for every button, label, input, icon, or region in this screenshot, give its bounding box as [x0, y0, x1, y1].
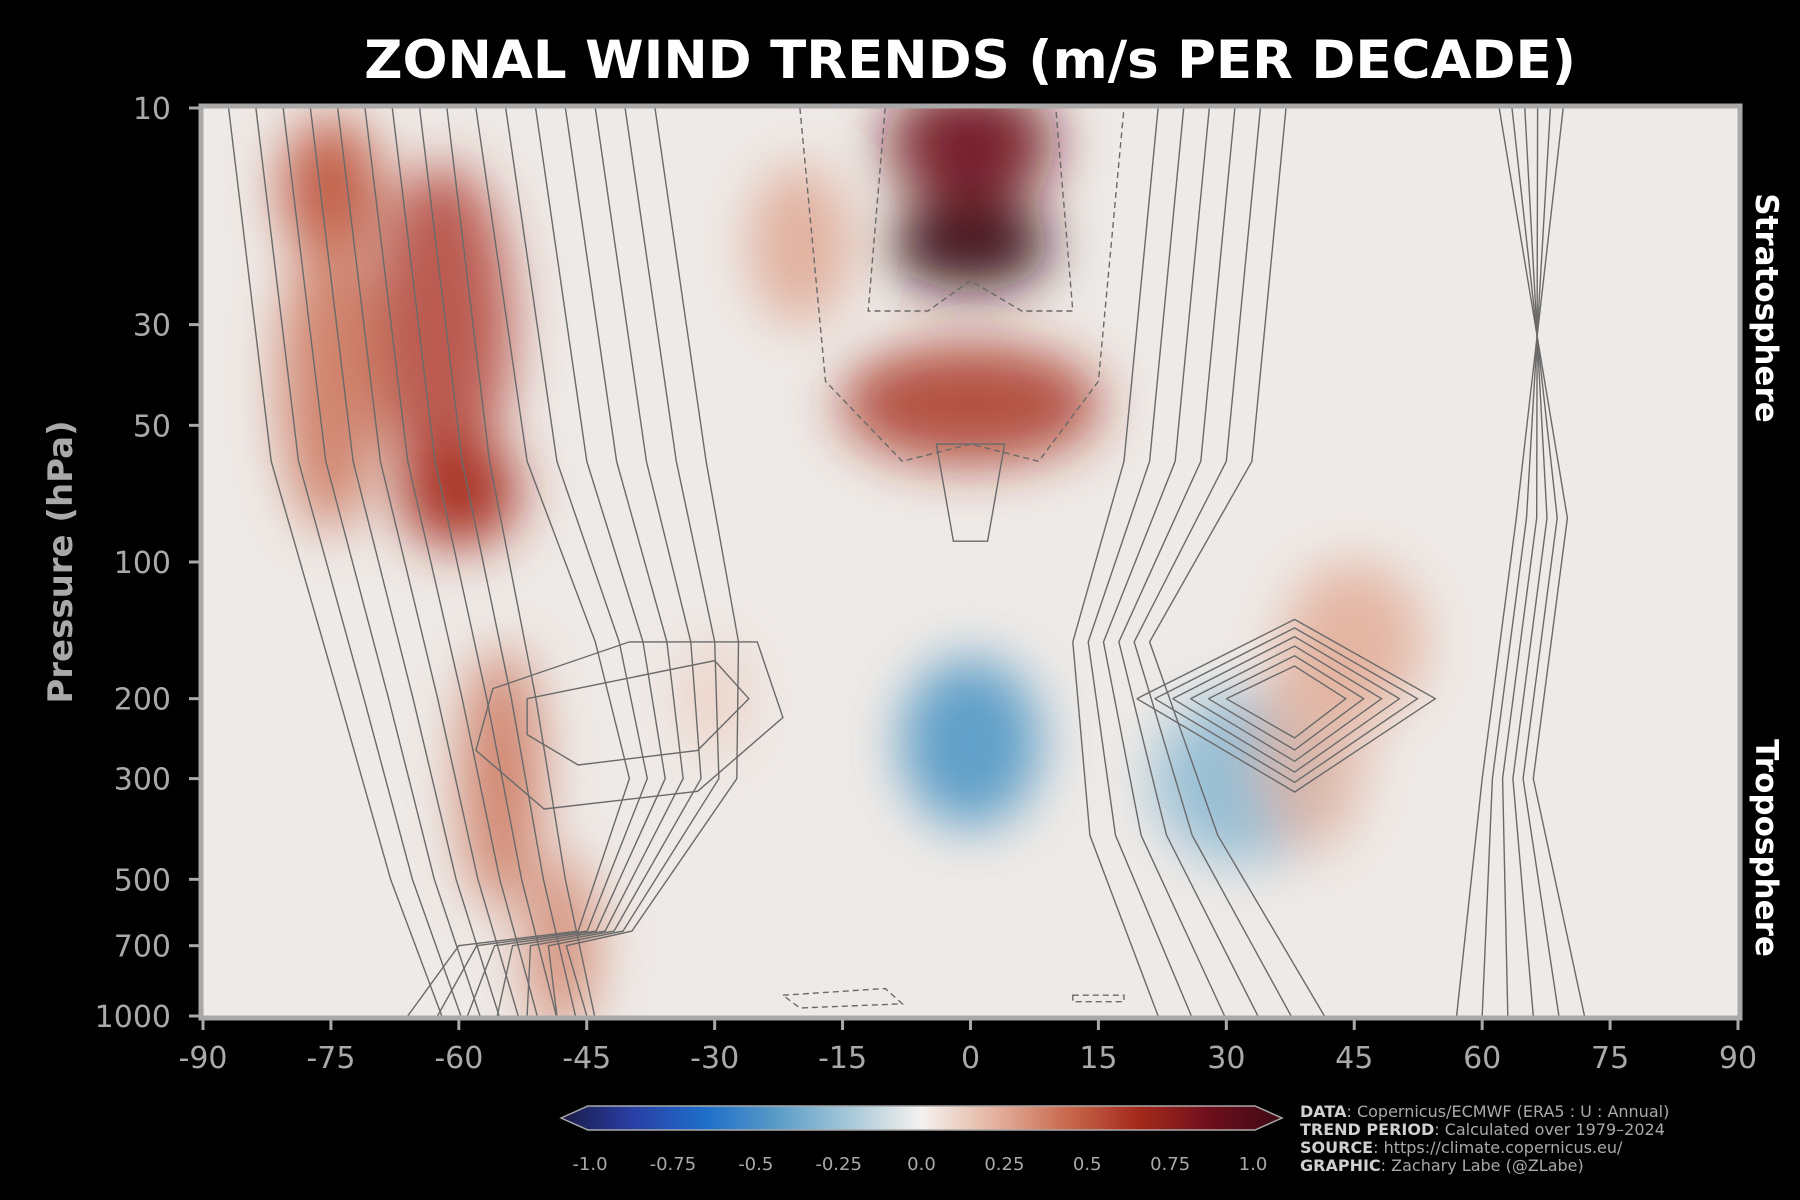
y-tick-label: 30 [133, 309, 171, 344]
x-tick-label: -60 [434, 1041, 483, 1076]
trend-feature [280, 117, 381, 258]
x-tick-label: -75 [306, 1041, 355, 1076]
colorbar-tick-label: 0.25 [984, 1154, 1024, 1175]
contour-line [337, 108, 519, 1016]
x-tick-label: 60 [1463, 1041, 1501, 1076]
credits: DATA: Copernicus/ECMWF (ERA5 : U : Annua… [1300, 1102, 1669, 1175]
trend-feature [890, 199, 1051, 290]
colorbar-tick-label: -0.75 [650, 1154, 697, 1175]
y-tick-label: 300 [114, 763, 171, 798]
contour-line [255, 108, 462, 1016]
contour-line [1133, 108, 1292, 1016]
colorbar-body [559, 1105, 1284, 1131]
y-axis-label: Pressure (hPa) [41, 420, 81, 703]
contour-line [436, 108, 649, 1016]
contour-line [1102, 108, 1226, 1016]
contour-line [1208, 654, 1365, 751]
trend-feature [936, 108, 1057, 204]
contour-line [1172, 635, 1401, 773]
contour-line [526, 108, 702, 1016]
colorbar-tick-label: 0.0 [907, 1154, 936, 1175]
contour-line [1225, 665, 1347, 739]
contour-line [1455, 108, 1564, 1016]
trend-feature [280, 231, 381, 532]
y-tick-label: 10 [133, 92, 171, 127]
contour-line [935, 443, 1006, 542]
x-tick-label: 90 [1719, 1041, 1757, 1076]
contour-line [466, 108, 666, 1016]
contour-line [1501, 108, 1539, 1016]
trend-feature [461, 648, 542, 909]
credit-line: SOURCE: https://climate.copernicus.eu/ [1300, 1138, 1623, 1157]
y-tick-label: 1000 [95, 1000, 171, 1035]
trend-feature [371, 164, 512, 485]
contour-line [364, 108, 538, 1016]
x-tick-label: 45 [1335, 1041, 1373, 1076]
x-tick-label: -15 [818, 1041, 867, 1076]
stratosphere-label: Stratosphere [1748, 193, 1784, 423]
contour-line [227, 108, 443, 1016]
colorbar-tick-label: 0.5 [1073, 1154, 1102, 1175]
trend-feature [840, 344, 1101, 465]
colorbar-tick-label: -1.0 [572, 1154, 607, 1175]
contour-line [282, 108, 481, 1016]
credit-line: DATA: Copernicus/ECMWF (ERA5 : U : Annua… [1300, 1102, 1669, 1121]
trend-feature [1256, 632, 1367, 853]
plot-area [203, 108, 1738, 1016]
contour-line [475, 641, 784, 810]
contour-line [418, 108, 577, 1016]
trend-feature [526, 855, 597, 1016]
x-tick-label: -30 [690, 1041, 739, 1076]
contour-line [547, 108, 720, 1016]
colorbar: -1.0 -0.75 -0.5 -0.25 0.0 0.25 0.5 0.75 1.0 [559, 1105, 1284, 1175]
y-tick-label: 700 [114, 930, 171, 965]
trend-feature [900, 657, 1041, 828]
contour-line [1512, 108, 1548, 1016]
contour-line [1072, 108, 1159, 1016]
x-tick-label: 30 [1207, 1041, 1245, 1076]
contour-line [1190, 645, 1383, 763]
contour-line [1481, 108, 1552, 1016]
colorbar-tick-label: 1.0 [1239, 1154, 1268, 1175]
contour-line [391, 108, 558, 1016]
contour-line [309, 108, 500, 1016]
contour-line [1148, 108, 1326, 1016]
contour-line [1087, 108, 1193, 1016]
y-tick-label: 200 [114, 683, 171, 718]
contour-line [1072, 994, 1125, 1003]
contour-line [496, 108, 684, 1016]
contour-line [1136, 618, 1437, 793]
x-tick-label: -45 [562, 1041, 611, 1076]
contour-line [867, 108, 1074, 312]
colorbar-tick-label: -0.5 [738, 1154, 773, 1175]
credit-line: GRAPHIC: Zachary Labe (@ZLabe) [1300, 1156, 1584, 1175]
contour-line [565, 108, 740, 1016]
x-tick-label: 0 [961, 1041, 980, 1076]
contour-line [526, 659, 750, 766]
chart-title: ZONAL WIND TRENDS (m/s PER DECADE) [364, 30, 1576, 91]
contour-line [446, 108, 596, 1016]
contour-line [1118, 108, 1259, 1016]
x-tick-label: -90 [179, 1041, 228, 1076]
x-tick-label: 15 [1079, 1041, 1117, 1076]
contour-line [780, 987, 905, 1009]
y-tick-label: 100 [114, 546, 171, 581]
contour-line [1498, 108, 1586, 1016]
x-tick-label: 75 [1591, 1041, 1629, 1076]
contour-lines [227, 108, 1586, 1016]
credit-line: TREND PERIOD: Calculated over 1979–2024 [1300, 1120, 1665, 1139]
y-tick-label: 500 [114, 863, 171, 898]
y-tick-label: 50 [133, 409, 171, 444]
contour-line [1511, 108, 1560, 1016]
colorbar-tick-label: 0.75 [1150, 1154, 1190, 1175]
troposphere-label: Troposphere [1748, 739, 1784, 957]
colorbar-tick-label: -0.25 [815, 1154, 862, 1175]
contour-line [407, 108, 631, 1016]
contour-line [1154, 627, 1419, 784]
trend-feature [749, 164, 850, 325]
